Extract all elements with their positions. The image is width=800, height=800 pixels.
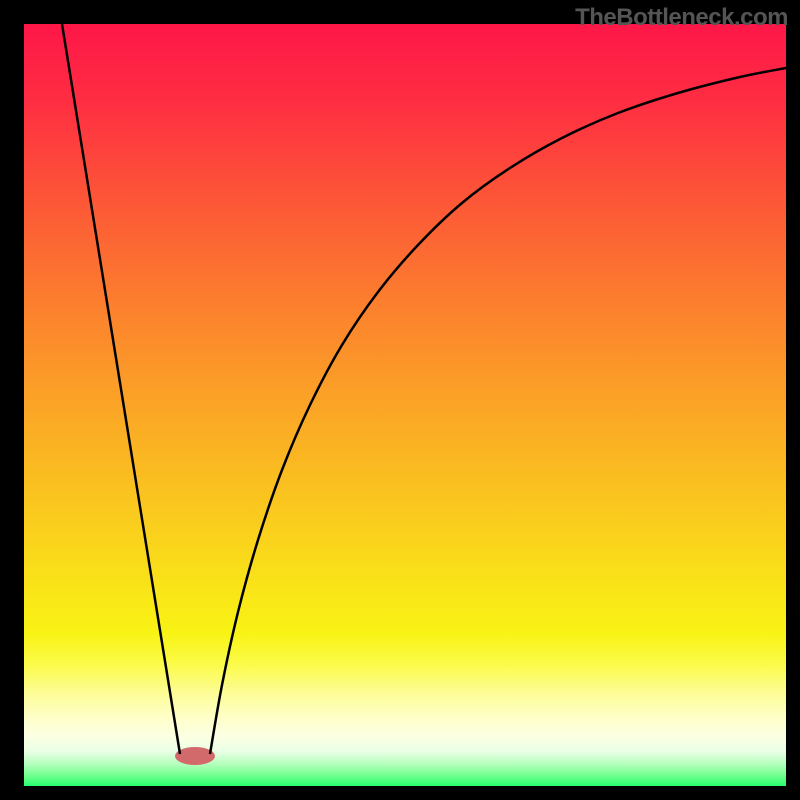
minimum-marker <box>175 747 215 765</box>
gradient-background <box>24 24 786 786</box>
watermark-text: TheBottleneck.com <box>575 4 788 32</box>
chart-svg <box>0 0 800 800</box>
bottleneck-chart: TheBottleneck.com <box>0 0 800 800</box>
